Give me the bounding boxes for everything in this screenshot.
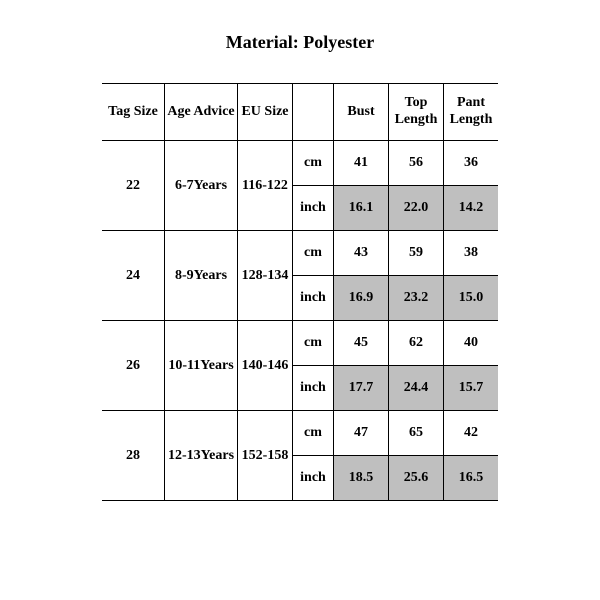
cell-age-advice: 10-11Years [165, 321, 238, 411]
cell-pant-length: 38 [444, 231, 499, 276]
header-row: Tag Size Age Advice EU Size Bust Top Len… [102, 84, 498, 141]
col-pant-length: Pant Length [444, 84, 499, 141]
cell-top-length: 23.2 [389, 276, 444, 321]
col-bust: Bust [334, 84, 389, 141]
cell-pant-length: 15.0 [444, 276, 499, 321]
cell-bust: 17.7 [334, 366, 389, 411]
cell-tag-size: 28 [102, 411, 165, 501]
cell-top-length: 22.0 [389, 186, 444, 231]
table-row: 22 6-7Years 116-122 cm 41 56 36 [102, 141, 498, 186]
cell-eu-size: 128-134 [238, 231, 293, 321]
cell-top-length: 65 [389, 411, 444, 456]
cell-eu-size: 140-146 [238, 321, 293, 411]
cell-bust: 16.1 [334, 186, 389, 231]
col-age-advice: Age Advice [165, 84, 238, 141]
cell-bust: 45 [334, 321, 389, 366]
col-eu-size: EU Size [238, 84, 293, 141]
cell-unit-cm: cm [293, 321, 334, 366]
cell-top-length: 25.6 [389, 456, 444, 501]
cell-bust: 43 [334, 231, 389, 276]
cell-unit-cm: cm [293, 141, 334, 186]
cell-unit-cm: cm [293, 231, 334, 276]
cell-age-advice: 8-9Years [165, 231, 238, 321]
cell-tag-size: 24 [102, 231, 165, 321]
cell-eu-size: 152-158 [238, 411, 293, 501]
cell-pant-length: 14.2 [444, 186, 499, 231]
cell-pant-length: 15.7 [444, 366, 499, 411]
cell-unit-inch: inch [293, 456, 334, 501]
cell-top-length: 62 [389, 321, 444, 366]
cell-pant-length: 40 [444, 321, 499, 366]
table-row: 26 10-11Years 140-146 cm 45 62 40 [102, 321, 498, 366]
cell-unit-cm: cm [293, 411, 334, 456]
cell-unit-inch: inch [293, 186, 334, 231]
cell-tag-size: 26 [102, 321, 165, 411]
cell-top-length: 56 [389, 141, 444, 186]
cell-bust: 18.5 [334, 456, 389, 501]
cell-unit-inch: inch [293, 366, 334, 411]
size-table: Tag Size Age Advice EU Size Bust Top Len… [102, 83, 498, 501]
cell-bust: 47 [334, 411, 389, 456]
page: Material: Polyester Tag Size Age Advice … [0, 0, 600, 600]
cell-bust: 41 [334, 141, 389, 186]
page-title: Material: Polyester [0, 32, 600, 53]
cell-age-advice: 6-7Years [165, 141, 238, 231]
cell-unit-inch: inch [293, 276, 334, 321]
cell-eu-size: 116-122 [238, 141, 293, 231]
col-top-length: Top Length [389, 84, 444, 141]
cell-pant-length: 36 [444, 141, 499, 186]
table-row: 28 12-13Years 152-158 cm 47 65 42 [102, 411, 498, 456]
cell-pant-length: 16.5 [444, 456, 499, 501]
cell-pant-length: 42 [444, 411, 499, 456]
col-tag-size: Tag Size [102, 84, 165, 141]
cell-tag-size: 22 [102, 141, 165, 231]
col-unit [293, 84, 334, 141]
cell-top-length: 59 [389, 231, 444, 276]
cell-bust: 16.9 [334, 276, 389, 321]
table-row: 24 8-9Years 128-134 cm 43 59 38 [102, 231, 498, 276]
cell-top-length: 24.4 [389, 366, 444, 411]
cell-age-advice: 12-13Years [165, 411, 238, 501]
